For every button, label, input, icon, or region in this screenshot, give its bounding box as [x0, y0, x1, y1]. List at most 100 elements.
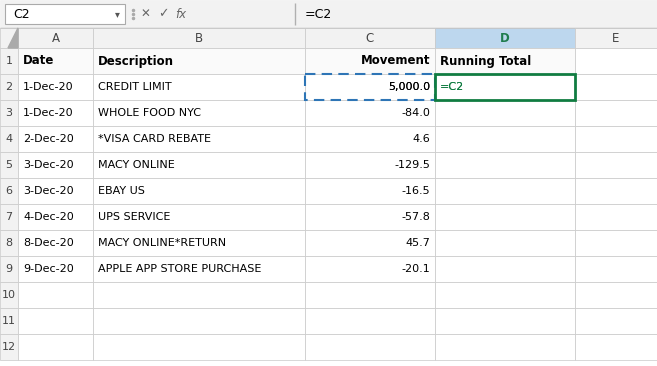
Bar [18, 74, 93, 100]
Bar [305, 230, 435, 256]
Bar [0, 308, 18, 334]
Text: Movement: Movement [361, 55, 430, 67]
Text: 3-Dec-20: 3-Dec-20 [23, 186, 74, 196]
Bar [5, 4, 125, 24]
Text: 4: 4 [5, 134, 12, 144]
Bar [93, 256, 305, 282]
Bar [93, 178, 305, 204]
Bar [0, 74, 18, 100]
Bar [305, 308, 435, 334]
Bar [18, 282, 93, 308]
Bar [0, 256, 18, 282]
Text: 3-Dec-20: 3-Dec-20 [23, 160, 74, 170]
Text: 9: 9 [5, 264, 12, 274]
Text: 5,000.0: 5,000.0 [388, 82, 430, 92]
Bar [575, 48, 657, 74]
Bar [93, 126, 305, 152]
Text: -57.8: -57.8 [401, 212, 430, 222]
Bar [18, 100, 93, 126]
Bar [18, 204, 93, 230]
Bar [0, 48, 18, 74]
Bar [575, 100, 657, 126]
Bar [305, 28, 435, 48]
Bar [435, 178, 575, 204]
Bar [435, 28, 575, 48]
Text: 5,000.0: 5,000.0 [388, 82, 430, 92]
Text: E: E [612, 31, 620, 45]
Bar [305, 178, 435, 204]
Bar [435, 308, 575, 334]
Bar [0, 126, 18, 152]
Text: APPLE APP STORE PURCHASE: APPLE APP STORE PURCHASE [98, 264, 261, 274]
Text: -16.5: -16.5 [401, 186, 430, 196]
Text: A: A [51, 31, 60, 45]
Bar [305, 126, 435, 152]
Bar [575, 152, 657, 178]
Text: WHOLE FOOD NYC: WHOLE FOOD NYC [98, 108, 201, 118]
Bar [305, 74, 435, 100]
Bar [0, 230, 18, 256]
Text: 2: 2 [5, 82, 12, 92]
Text: Running Total: Running Total [440, 55, 532, 67]
Bar [18, 308, 93, 334]
Text: 3: 3 [5, 108, 12, 118]
Text: 8: 8 [5, 238, 12, 248]
Text: 8-Dec-20: 8-Dec-20 [23, 238, 74, 248]
Bar [18, 28, 93, 48]
Text: =C2: =C2 [305, 7, 332, 20]
Text: C2: C2 [13, 7, 30, 20]
Bar [435, 152, 575, 178]
Bar [305, 152, 435, 178]
Text: C: C [366, 31, 374, 45]
Bar [575, 334, 657, 360]
Bar [18, 126, 93, 152]
Text: 5: 5 [5, 160, 12, 170]
Bar [575, 204, 657, 230]
Bar [305, 48, 435, 74]
Text: 1-Dec-20: 1-Dec-20 [23, 82, 74, 92]
Text: 12: 12 [2, 342, 16, 352]
Text: 6: 6 [5, 186, 12, 196]
Bar [18, 334, 93, 360]
Bar [93, 74, 305, 100]
Bar [435, 74, 575, 100]
Bar [18, 256, 93, 282]
Bar [575, 126, 657, 152]
Text: UPS SERVICE: UPS SERVICE [98, 212, 170, 222]
Bar [93, 28, 305, 48]
Text: D: D [500, 31, 510, 45]
Text: 10: 10 [2, 290, 16, 300]
Text: 9-Dec-20: 9-Dec-20 [23, 264, 74, 274]
Text: -129.5: -129.5 [394, 160, 430, 170]
Text: MACY ONLINE: MACY ONLINE [98, 160, 175, 170]
Bar [435, 282, 575, 308]
Bar [575, 74, 657, 100]
Bar [575, 178, 657, 204]
Text: *VISA CARD REBATE: *VISA CARD REBATE [98, 134, 211, 144]
Text: 11: 11 [2, 316, 16, 326]
Bar [93, 282, 305, 308]
Bar [18, 178, 93, 204]
Bar [435, 74, 575, 100]
Bar [0, 334, 18, 360]
Bar [305, 282, 435, 308]
Bar [0, 152, 18, 178]
Bar [435, 230, 575, 256]
Bar [435, 100, 575, 126]
Bar [93, 204, 305, 230]
Bar [575, 308, 657, 334]
Bar [18, 152, 93, 178]
Text: EBAY US: EBAY US [98, 186, 145, 196]
Text: 2-Dec-20: 2-Dec-20 [23, 134, 74, 144]
Bar [575, 28, 657, 48]
Bar [0, 204, 18, 230]
Bar [0, 28, 18, 48]
Text: 45.7: 45.7 [405, 238, 430, 248]
Bar [18, 48, 93, 74]
Bar [435, 126, 575, 152]
Bar [93, 334, 305, 360]
Text: fx: fx [175, 7, 187, 20]
Bar [435, 204, 575, 230]
Text: MACY ONLINE*RETURN: MACY ONLINE*RETURN [98, 238, 226, 248]
Text: Date: Date [23, 55, 55, 67]
